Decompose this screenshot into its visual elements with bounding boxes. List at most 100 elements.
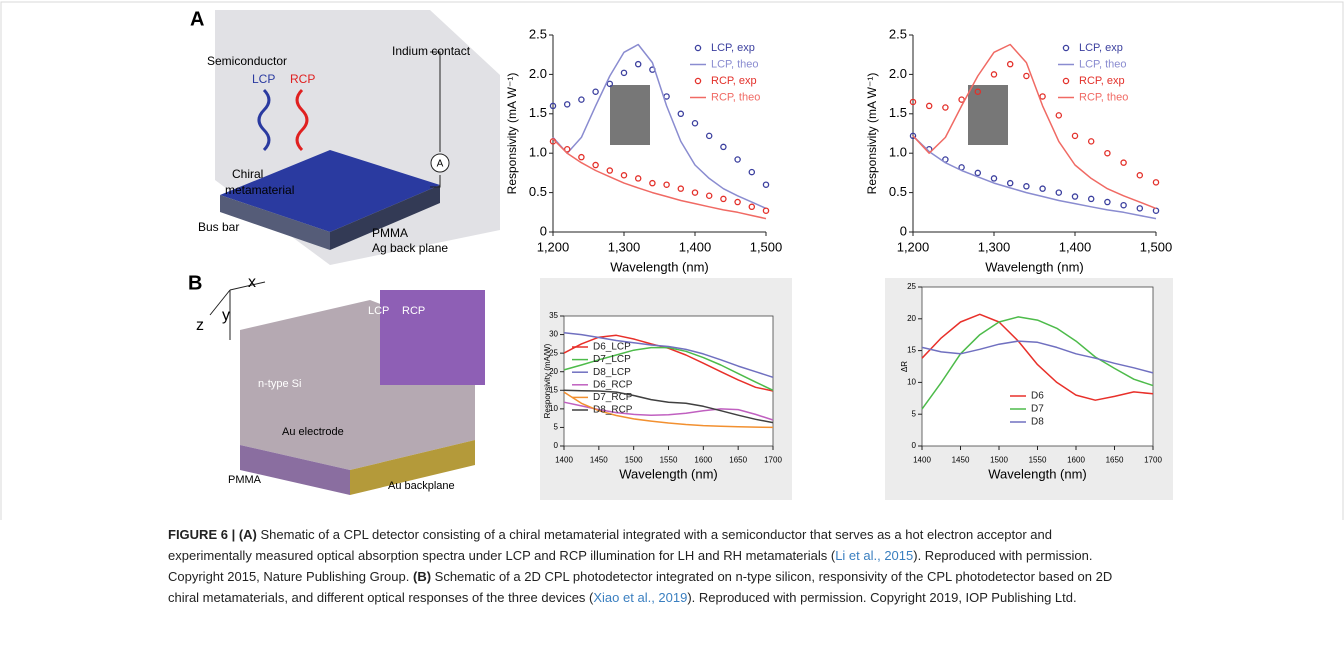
legend-label: D8_RCP <box>593 405 633 416</box>
label: PMMA <box>372 226 408 240</box>
y-tick-label: 1.0 <box>529 145 547 160</box>
point <box>925 102 933 110</box>
legend-label: RCP, theo <box>711 91 760 103</box>
legend-label: RCP, exp <box>711 75 757 87</box>
legend-label: LCP, theo <box>1079 58 1127 70</box>
legend-label: RCP, exp <box>1079 75 1125 87</box>
x-tick-label: 1550 <box>660 456 678 465</box>
side <box>220 195 330 250</box>
legend-label: D7 <box>1031 404 1044 415</box>
point <box>762 181 770 188</box>
y-tick-label: 0 <box>554 441 559 450</box>
side <box>240 445 350 495</box>
label: z <box>196 317 204 334</box>
label: Bus bar <box>198 220 239 234</box>
x-axis-label: Wavelength (nm) <box>988 466 1087 481</box>
legend-label: D8 <box>1031 417 1044 428</box>
point <box>634 175 642 182</box>
y-axis-label: ΔR <box>900 361 909 372</box>
point <box>990 175 998 182</box>
caption-text: Copyright 2015, Nature Publishing Group. <box>168 569 413 584</box>
y-tick-label: 2.0 <box>889 66 907 81</box>
legend-label: D6 <box>1031 391 1044 402</box>
metamaterial <box>220 150 440 232</box>
panel-label: B <box>188 272 202 294</box>
point <box>1136 205 1144 212</box>
point <box>909 132 917 140</box>
y-axis-label: Responsivity (mA W⁻¹) <box>505 73 519 195</box>
schematic-b: B x y z LCP RCP n-type Si Au electrode P… <box>188 272 485 495</box>
legend-label: D7_LCP <box>593 354 631 365</box>
x-tick-label: 1450 <box>952 456 970 465</box>
caption-line: experimentally measured optical absorpti… <box>168 545 1338 566</box>
side <box>330 185 440 250</box>
line <box>912 43 1157 210</box>
figure: A A Semiconductor Indium contact LCP RCP… <box>0 1 1344 520</box>
label: RCP <box>402 305 425 317</box>
x-tick-label: 1,200 <box>897 239 930 254</box>
schematic-a: A A Semiconductor Indium contact LCP RCP… <box>190 8 500 265</box>
caption-text: experimentally measured optical absorpti… <box>168 548 836 563</box>
legend-label: LCP, exp <box>1079 42 1123 54</box>
axes <box>209 281 266 340</box>
citation-link[interactable]: Xiao et al., 2019 <box>593 590 688 605</box>
legend-label: D6_RCP <box>593 379 633 390</box>
x-tick-label: 1550 <box>1029 456 1047 465</box>
point <box>1120 159 1127 166</box>
x-axis-label: Wavelength (nm) <box>610 259 709 274</box>
point <box>942 104 949 111</box>
legend-marker <box>694 77 702 85</box>
legend-marker <box>1062 44 1070 52</box>
y-tick-label: 20 <box>549 367 558 376</box>
label: PMMA <box>228 474 262 486</box>
point <box>762 207 770 214</box>
y-tick-label: 10 <box>907 378 916 387</box>
label: Au backplane <box>388 480 455 492</box>
point <box>677 185 685 192</box>
ammeter <box>430 153 450 173</box>
point <box>1152 179 1160 186</box>
x-tick-label: 1600 <box>1067 456 1085 465</box>
point <box>974 169 982 177</box>
legend-marker <box>694 44 702 52</box>
line <box>563 346 774 391</box>
lcp-helix <box>257 88 271 152</box>
x-tick-label: 1650 <box>729 456 747 465</box>
point <box>734 156 741 163</box>
point <box>620 172 628 179</box>
y-tick-label: 1.5 <box>889 105 907 120</box>
point <box>705 192 713 200</box>
rcp-helix <box>295 88 309 152</box>
caption-text: ). Reproduced with permission. Copyright… <box>687 590 1077 605</box>
point <box>663 181 670 188</box>
point <box>1039 93 1046 100</box>
point <box>1023 72 1030 80</box>
label: n-type Si <box>258 378 301 390</box>
x-tick-label: 1500 <box>990 456 1008 465</box>
citation-link[interactable]: Li et al., 2015 <box>835 548 914 563</box>
y-tick-label: 2.5 <box>529 26 547 41</box>
y-tick-label: 15 <box>549 385 558 394</box>
y-tick-label: 0.5 <box>529 184 547 199</box>
label: Semiconductor <box>207 54 287 68</box>
label: LCP <box>368 305 389 317</box>
y-tick-label: 0 <box>900 223 907 238</box>
caption-label: (B) <box>412 569 432 584</box>
line <box>563 401 774 421</box>
y-tick-label: 15 <box>907 346 916 355</box>
label: Au electrode <box>282 426 344 438</box>
y-tick-label: 10 <box>549 404 558 413</box>
point <box>578 96 585 103</box>
label: x <box>248 274 256 291</box>
inset-image <box>610 85 650 145</box>
caption-text: ). Reproduced with permission. <box>913 548 1093 563</box>
line <box>563 391 774 429</box>
line <box>563 331 774 379</box>
point <box>990 71 998 78</box>
y-tick-label: 1.0 <box>889 145 907 160</box>
legend-marker <box>1062 77 1070 85</box>
y-tick-label: 0 <box>912 441 917 450</box>
plot-area <box>921 286 1154 447</box>
point <box>974 88 982 95</box>
line <box>552 43 767 210</box>
